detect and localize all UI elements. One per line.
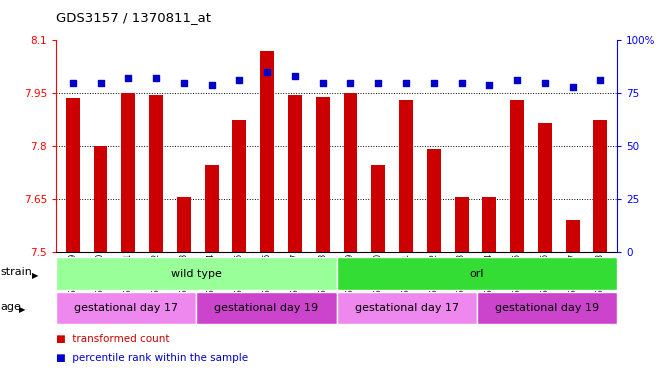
Bar	[427, 149, 441, 252]
Point	[317, 79, 328, 86]
Text: GDS3157 / 1370811_at: GDS3157 / 1370811_at	[56, 12, 211, 25]
Point	[373, 79, 383, 86]
Point	[207, 82, 217, 88]
Bar	[399, 100, 413, 252]
Bar	[482, 197, 496, 252]
Text: ■  transformed count: ■ transformed count	[56, 334, 170, 344]
Point	[484, 82, 494, 88]
Bar	[337, 292, 477, 324]
Bar	[66, 98, 80, 252]
Text: ▶: ▶	[32, 271, 39, 280]
Bar	[149, 95, 163, 252]
Text: ■  percentile rank within the sample: ■ percentile rank within the sample	[56, 353, 248, 363]
Bar	[477, 292, 617, 324]
Bar	[337, 257, 617, 290]
Text: orl: orl	[470, 268, 484, 279]
Bar	[56, 257, 337, 290]
Bar	[205, 165, 218, 252]
Point	[428, 79, 439, 86]
Point	[179, 79, 189, 86]
Bar	[288, 95, 302, 252]
Text: ▶: ▶	[19, 305, 26, 314]
Point	[234, 78, 245, 84]
Point	[150, 75, 161, 81]
Bar	[455, 197, 469, 252]
Point	[456, 79, 467, 86]
Text: gestational day 19: gestational day 19	[214, 303, 319, 313]
Point	[512, 78, 523, 84]
Point	[67, 79, 78, 86]
Text: strain: strain	[1, 267, 32, 277]
Bar	[94, 146, 108, 252]
Point	[595, 78, 606, 84]
Bar	[593, 119, 607, 252]
Bar	[56, 292, 197, 324]
Text: gestational day 17: gestational day 17	[74, 303, 178, 313]
Point	[540, 79, 550, 86]
Point	[401, 79, 411, 86]
Text: age: age	[1, 301, 22, 311]
Bar	[197, 292, 337, 324]
Bar	[344, 93, 358, 252]
Text: wild type: wild type	[171, 268, 222, 279]
Point	[123, 75, 133, 81]
Text: gestational day 19: gestational day 19	[495, 303, 599, 313]
Point	[568, 84, 578, 90]
Point	[262, 69, 273, 75]
Bar	[315, 97, 329, 252]
Bar	[121, 93, 135, 252]
Point	[290, 73, 300, 79]
Bar	[566, 220, 579, 252]
Bar	[538, 123, 552, 252]
Bar	[260, 51, 274, 252]
Bar	[372, 165, 385, 252]
Point	[95, 79, 106, 86]
Bar	[510, 100, 524, 252]
Bar	[232, 119, 246, 252]
Text: gestational day 17: gestational day 17	[354, 303, 459, 313]
Bar	[177, 197, 191, 252]
Point	[345, 79, 356, 86]
